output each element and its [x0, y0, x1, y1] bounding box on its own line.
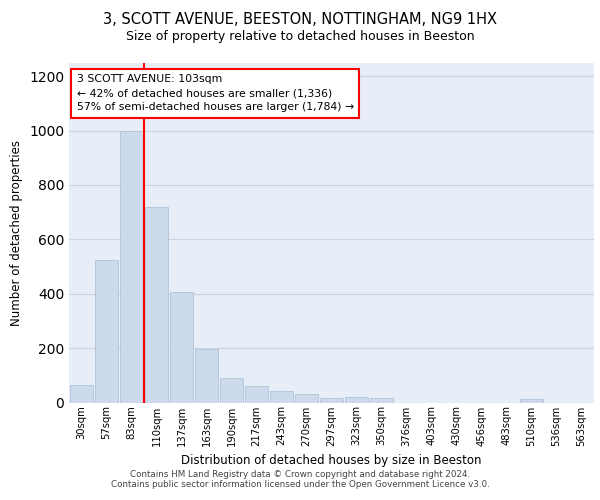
- Bar: [220, 378, 243, 402]
- Text: 3 SCOTT AVENUE: 103sqm
← 42% of detached houses are smaller (1,336)
57% of semi-: 3 SCOTT AVENUE: 103sqm ← 42% of detached…: [77, 74, 354, 112]
- Bar: [70, 385, 93, 402]
- Bar: [145, 206, 168, 402]
- Bar: [345, 397, 368, 402]
- Bar: [95, 260, 118, 402]
- Bar: [120, 130, 143, 402]
- Text: Contains HM Land Registry data © Crown copyright and database right 2024.
Contai: Contains HM Land Registry data © Crown c…: [110, 470, 490, 489]
- Bar: [270, 391, 293, 402]
- Bar: [170, 292, 193, 403]
- X-axis label: Distribution of detached houses by size in Beeston: Distribution of detached houses by size …: [181, 454, 482, 467]
- Bar: [520, 399, 543, 402]
- Text: Size of property relative to detached houses in Beeston: Size of property relative to detached ho…: [125, 30, 475, 43]
- Bar: [195, 349, 218, 403]
- Text: 3, SCOTT AVENUE, BEESTON, NOTTINGHAM, NG9 1HX: 3, SCOTT AVENUE, BEESTON, NOTTINGHAM, NG…: [103, 12, 497, 28]
- Bar: [245, 386, 268, 402]
- Bar: [295, 394, 318, 402]
- Bar: [320, 398, 343, 402]
- Bar: [370, 398, 393, 402]
- Y-axis label: Number of detached properties: Number of detached properties: [10, 140, 23, 326]
